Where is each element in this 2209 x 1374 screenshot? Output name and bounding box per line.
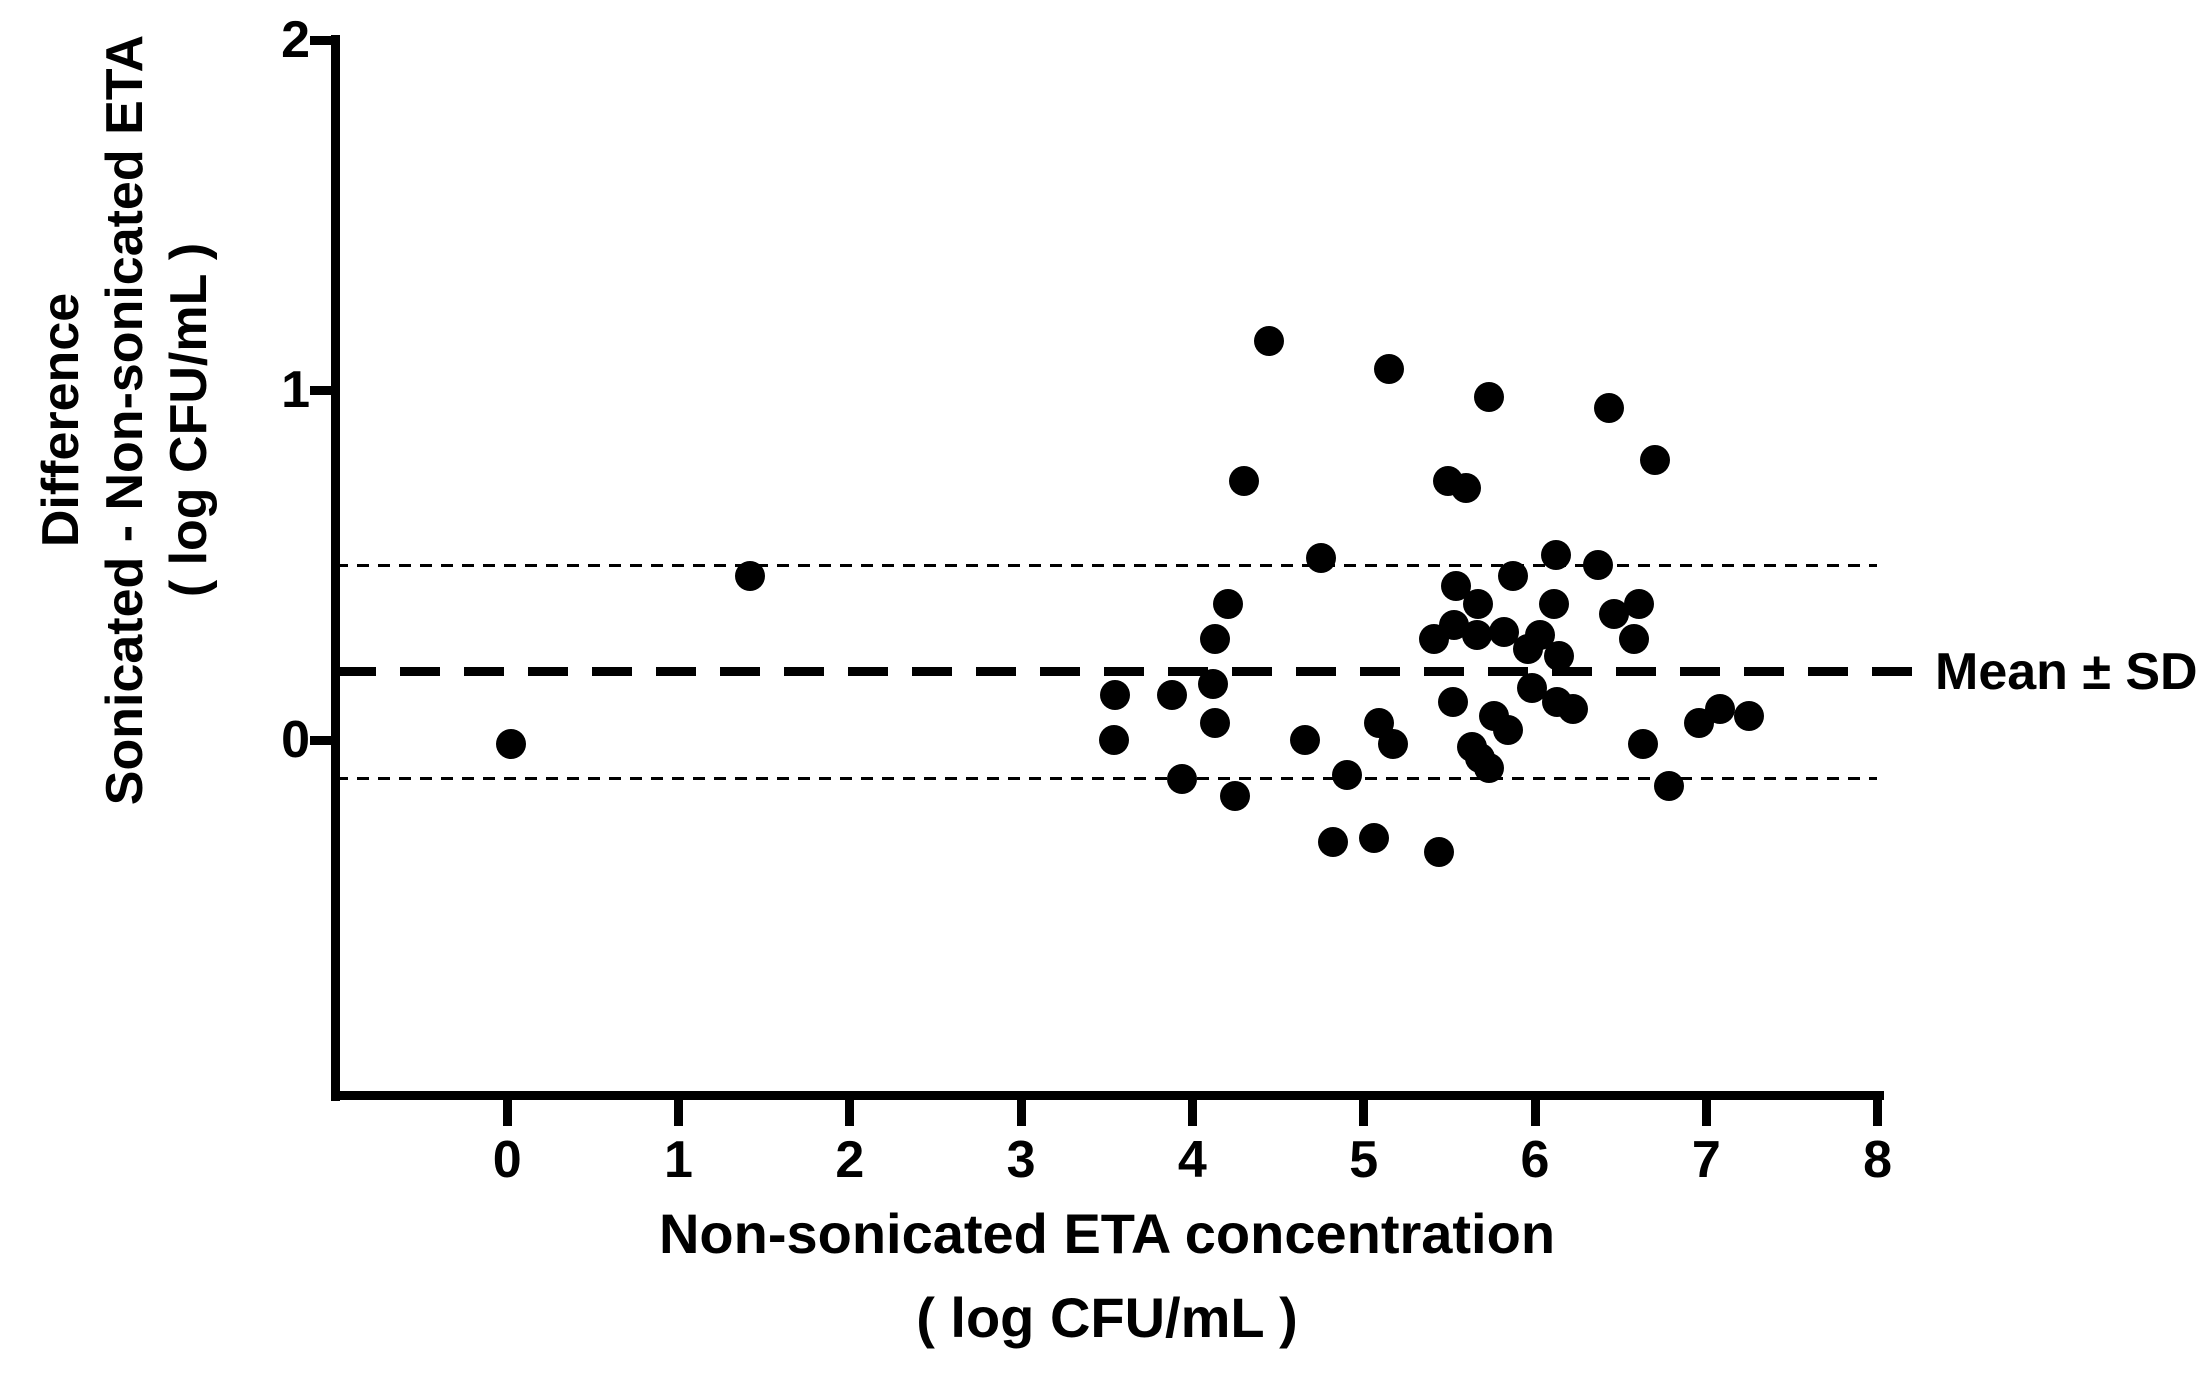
x-axis-tick [1359,1096,1369,1126]
x-axis-tick-label: 2 [835,1131,865,1189]
x-axis-tick [1016,1096,1026,1126]
scatter-point [1358,823,1389,853]
x-axis-tick-label: 7 [1691,1131,1721,1189]
scatter-point [1254,326,1285,356]
scatter-point [1540,539,1571,570]
y-axis-title-line-3: ( log CFU/mL ) [160,242,218,598]
x-axis-tick [1873,1096,1883,1126]
scatter-point [1653,770,1684,801]
scatter-point [1619,623,1650,654]
scatter-point [1598,599,1629,629]
y-axis-tick [310,735,340,745]
scatter-point [1557,693,1588,724]
x-axis-tick-label: 5 [1349,1131,1379,1189]
scatter-point [1705,693,1735,724]
x-axis-tick [1530,1096,1540,1126]
scatter-point [1156,679,1187,710]
scatter-point [1734,700,1765,731]
x-axis-tick-label: 1 [664,1131,693,1189]
scatter-point [1100,679,1131,710]
x-axis-title: Non-sonicated ETA concentration ( log CF… [407,1192,1807,1360]
y-axis-title-line-1: Difference [32,292,90,548]
scatter-point [1463,588,1494,619]
scatter-point [1213,588,1244,619]
scatter-point [1199,623,1230,654]
x-axis-tick-label: 4 [1177,1131,1207,1189]
x-axis-tick [674,1096,683,1126]
scatter-point [1199,707,1230,738]
x-axis-title-line-2: ( log CFU/mL ) [916,1286,1298,1349]
scatter-point [1424,837,1455,867]
scatter-point [1461,620,1492,650]
scatter-point [495,728,526,759]
y-axis-tick-label: 2 [281,11,310,69]
mean-dashed-line [336,667,1925,677]
lower-sd-dotted-line [336,777,1877,780]
scatter-point [1627,728,1658,759]
scatter-point [735,560,766,591]
upper-sd-dotted-line [336,563,1877,567]
x-axis-tick [845,1096,855,1126]
scatter-point [1497,560,1528,591]
scatter-point [1437,686,1468,717]
scatter-point [1538,588,1569,619]
scatter-point [1331,760,1362,790]
scatter-point [1317,826,1348,857]
y-axis-title: Difference Sonicated - Non-sonicated ETA… [29,0,221,1020]
scatter-point [1374,354,1405,384]
y-axis-tick [310,35,340,45]
scatter-point [1220,781,1251,811]
scatter-point [1639,445,1670,475]
x-axis-tick [1701,1096,1711,1126]
x-axis-tick-label: 0 [492,1131,522,1189]
scatter-point [1473,382,1504,412]
x-axis-title-line-1: Non-sonicated ETA concentration [658,1202,1556,1265]
y-axis-tick-label: 1 [281,361,310,419]
scatter-point [1377,728,1408,759]
scatter-point [1290,725,1321,755]
x-axis-tick [1187,1096,1197,1126]
scatter-point [1197,669,1228,699]
x-axis-tick-label: 3 [1006,1131,1036,1189]
y-axis-title-line-2: Sonicated - Non-sonicated ETA [96,34,154,806]
x-axis-tick-label: 6 [1520,1131,1550,1189]
scatter-point [1167,763,1198,794]
x-axis-tick-label: 8 [1863,1131,1893,1189]
scatter-point [1492,714,1523,745]
scatter-point [1543,641,1574,671]
scatter-point [1583,550,1614,580]
y-axis-tick-label: 0 [281,711,310,769]
scatter-point [1228,466,1259,496]
y-axis-tick [310,385,340,395]
x-axis-tick [502,1096,512,1126]
x-axis-line [331,1091,1884,1100]
scatter-point [1516,672,1547,703]
mean-sd-annotation: Mean ± SD [1935,642,2198,701]
scatter-point [1451,473,1482,503]
y-axis-line [331,35,340,1101]
scatter-point [1305,543,1336,573]
scatter-point [1593,392,1624,423]
scatter-point [1624,588,1655,619]
scatter-point [1473,753,1504,783]
scatter-point [1098,725,1129,755]
